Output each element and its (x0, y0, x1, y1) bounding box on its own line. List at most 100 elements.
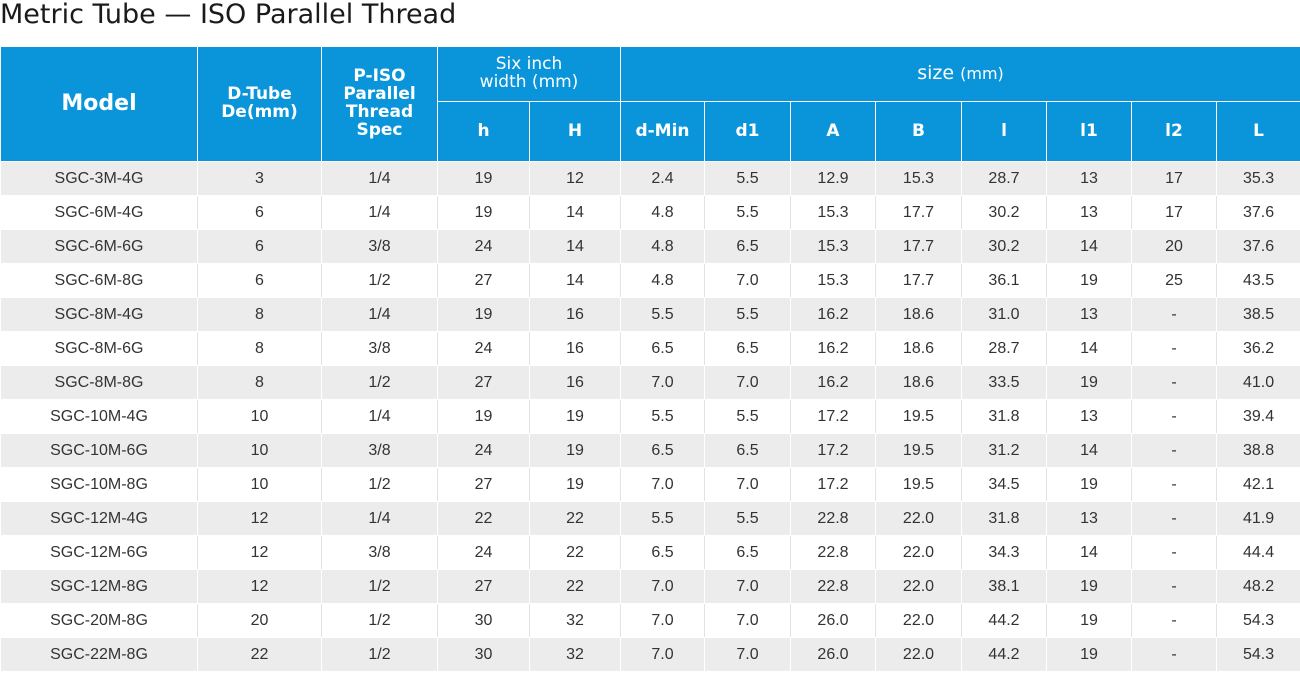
table-cell: 3/8 (321, 433, 438, 468)
model-cell: SGC-20M-8G (0, 603, 198, 638)
table-cell: 20 (1131, 229, 1217, 264)
table-cell: 7.0 (704, 603, 791, 638)
header-size-unit: (mm) (960, 64, 1004, 84)
header-six-inch-line1: Six inch (495, 54, 563, 75)
table-cell: 8 (197, 297, 322, 332)
table-cell: 14 (1046, 229, 1132, 264)
header-size-label: size (917, 62, 955, 85)
table-cell: 27 (437, 365, 530, 400)
table-cell: 22 (437, 501, 530, 536)
model-cell: SGC-22M-8G (0, 637, 198, 672)
table-cell: 18.6 (875, 331, 962, 366)
table-cell: 6 (197, 263, 322, 298)
table-cell: 43.5 (1215, 263, 1300, 298)
table-cell: 13 (1046, 195, 1132, 230)
header-sub-9: L (1215, 101, 1300, 162)
table-cell: 6 (197, 229, 322, 264)
table-cell: 6.5 (704, 433, 791, 468)
header-d-tube-line1: D-Tube (227, 84, 292, 105)
table-cell: 10 (197, 399, 322, 434)
header-d-tube-line2: De(mm) (221, 102, 298, 122)
table-cell: 34.5 (961, 467, 1047, 502)
header-p-iso-line4: Spec (356, 119, 403, 140)
table-cell: - (1131, 365, 1217, 400)
table-row: SGC-20M-8G 20 1/2 30 32 7.0 7.0 26.0 22.0 44.2 19-… (0, 603, 1300, 638)
table-row: SGC-8M-4G 8 1/4 19 16 5.5 5.5 16.2 18.6 31.0 13-38… (0, 297, 1300, 332)
table-cell: 31.2 (961, 433, 1047, 468)
table-cell: 28.7 (961, 331, 1047, 366)
table-cell: 12.9 (790, 161, 876, 196)
table-cell: 19 (1046, 467, 1132, 502)
table-cell: 10 (197, 433, 322, 468)
table-cell: 31.0 (961, 297, 1047, 332)
table-cell: 37.6 (1215, 195, 1300, 230)
table-cell: 42.1 (1215, 467, 1300, 502)
table-cell: 16 (529, 331, 621, 366)
table-cell: 1/4 (321, 399, 438, 434)
table-cell: 1/4 (321, 297, 438, 332)
header-six-inch-line2: width (mm) (479, 72, 579, 92)
table-cell: 7.0 (704, 263, 791, 298)
table-cell: 8 (197, 331, 322, 366)
table-cell: - (1131, 535, 1217, 570)
table-cell: 12 (529, 161, 621, 196)
table-cell: 15.3 (790, 195, 876, 230)
table-cell: 19 (437, 399, 530, 434)
table-cell: 39.4 (1215, 399, 1300, 434)
table-cell: 24 (437, 229, 530, 264)
spec-table: Model D-Tube De(mm) P-ISO Parallel Threa… (0, 46, 1300, 672)
table-cell: 36.1 (961, 263, 1047, 298)
table-cell: 13 (1046, 501, 1132, 536)
table-body: SGC-3M-4G 3 1/4 19 12 2.4 5.5 12.9 15.3 28.7 13 17 3… (0, 161, 1300, 672)
table-cell: 32 (529, 637, 621, 672)
table-cell: 6.5 (620, 535, 705, 570)
table-cell: 3/8 (321, 535, 438, 570)
table-cell: 6.5 (620, 331, 705, 366)
table-cell: 14 (1046, 535, 1132, 570)
model-cell: SGC-6M-4G (0, 195, 198, 230)
table-cell: 22.0 (875, 569, 962, 604)
table-cell: - (1131, 467, 1217, 502)
table-cell: 19 (437, 297, 530, 332)
table-cell: - (1131, 331, 1217, 366)
table-row: SGC-10M-8G 10 1/2 27 19 7.0 7.0 17.2 19.5 34.5 19-… (0, 467, 1300, 502)
table-cell: 7.0 (620, 637, 705, 672)
table-cell: 5.5 (704, 195, 791, 230)
table-cell: 41.9 (1215, 501, 1300, 536)
table-cell: 17 (1131, 195, 1217, 230)
table-cell: - (1131, 501, 1217, 536)
model-cell: SGC-10M-8G (0, 467, 198, 502)
table-cell: 6.5 (704, 229, 791, 264)
table-cell: 19 (437, 195, 530, 230)
header-p-iso-line3: Thread (345, 102, 414, 122)
table-cell: 5.5 (704, 399, 791, 434)
table-cell: 20 (197, 603, 322, 638)
table-cell: 7.0 (620, 569, 705, 604)
table-row: SGC-8M-6G 8 3/8 24 16 6.5 6.5 16.2 18.6 28.7 14-36… (0, 331, 1300, 366)
table-cell: 38.8 (1215, 433, 1300, 468)
model-cell: SGC-12M-8G (0, 569, 198, 604)
model-cell: SGC-8M-6G (0, 331, 198, 366)
header-sub-1: H (529, 101, 621, 162)
table-cell: 16 (529, 297, 621, 332)
table-cell: 3/8 (321, 331, 438, 366)
table-cell: 5.5 (620, 501, 705, 536)
header-model: Model (0, 46, 198, 162)
header-sub-8: l2 (1131, 101, 1217, 162)
table-cell: 34.3 (961, 535, 1047, 570)
model-cell: SGC-8M-4G (0, 297, 198, 332)
table-cell: 5.5 (704, 297, 791, 332)
table-cell: 15.3 (790, 229, 876, 264)
table-cell: 12 (197, 569, 322, 604)
table-cell: 48.2 (1215, 569, 1300, 604)
model-cell: SGC-10M-4G (0, 399, 198, 434)
model-cell: SGC-12M-6G (0, 535, 198, 570)
table-cell: 18.6 (875, 297, 962, 332)
table-cell: 13 (1046, 297, 1132, 332)
table-cell: 19.5 (875, 433, 962, 468)
table-cell: 15.3 (875, 161, 962, 196)
table-cell: 1/2 (321, 467, 438, 502)
table-cell: 54.3 (1215, 603, 1300, 638)
table-cell: 6.5 (704, 331, 791, 366)
table-cell: 3/8 (321, 229, 438, 264)
